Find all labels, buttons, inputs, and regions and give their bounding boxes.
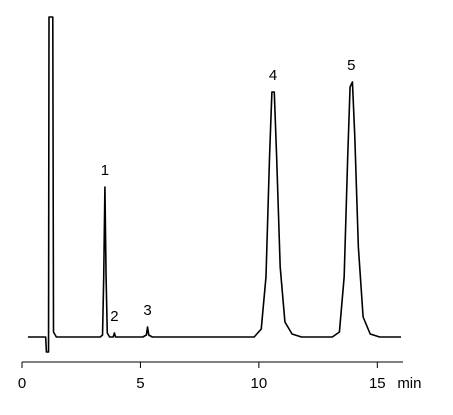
x-tick-label: 5 — [136, 375, 144, 392]
chromatogram-trace — [27, 16, 401, 353]
peak-label: 5 — [347, 57, 355, 74]
peak-label: 1 — [101, 162, 109, 179]
peak-label: 2 — [110, 308, 118, 325]
peak-label: 3 — [143, 302, 151, 319]
x-tick-label: 15 — [369, 375, 386, 392]
x-axis-label: min — [397, 375, 421, 392]
x-tick-label: 0 — [18, 375, 26, 392]
peak-label: 4 — [269, 67, 277, 84]
x-tick-label: 10 — [251, 375, 268, 392]
